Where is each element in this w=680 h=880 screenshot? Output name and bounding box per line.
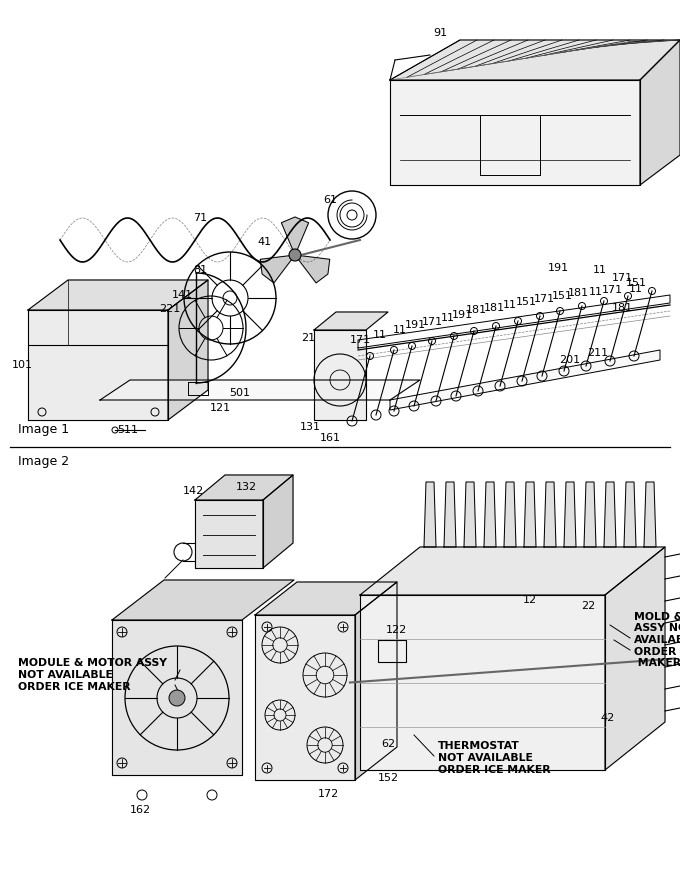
Text: 121: 121 xyxy=(209,403,231,413)
Polygon shape xyxy=(314,330,366,420)
Polygon shape xyxy=(390,350,660,410)
Text: 181: 181 xyxy=(611,303,632,313)
Text: 162: 162 xyxy=(129,805,150,815)
Text: 221: 221 xyxy=(159,304,181,314)
Polygon shape xyxy=(624,482,636,547)
Polygon shape xyxy=(524,482,536,547)
Text: 11: 11 xyxy=(629,284,643,294)
Text: 142: 142 xyxy=(182,486,203,496)
Text: MODULE & MOTOR ASSY
NOT AVAILABLE
ORDER ICE MAKER: MODULE & MOTOR ASSY NOT AVAILABLE ORDER … xyxy=(18,658,167,692)
Text: 171: 171 xyxy=(611,273,632,283)
Text: 171: 171 xyxy=(601,285,623,295)
Polygon shape xyxy=(263,475,293,568)
Text: 161: 161 xyxy=(320,433,341,443)
Polygon shape xyxy=(544,482,556,547)
Polygon shape xyxy=(100,380,420,400)
Polygon shape xyxy=(314,312,388,330)
Text: 91: 91 xyxy=(433,28,447,38)
Text: 11: 11 xyxy=(593,265,607,275)
Polygon shape xyxy=(28,280,208,310)
Text: 21: 21 xyxy=(301,333,315,343)
Polygon shape xyxy=(390,40,680,80)
Text: 81: 81 xyxy=(193,265,207,275)
Text: 501: 501 xyxy=(230,388,250,398)
Text: 172: 172 xyxy=(318,789,339,799)
Text: 11: 11 xyxy=(373,330,387,340)
Text: Image 2: Image 2 xyxy=(18,454,69,467)
Text: 171: 171 xyxy=(422,317,443,327)
Polygon shape xyxy=(640,40,680,185)
Polygon shape xyxy=(504,482,516,547)
Polygon shape xyxy=(112,620,242,775)
Text: 181: 181 xyxy=(483,303,505,313)
Text: 122: 122 xyxy=(386,625,407,635)
Polygon shape xyxy=(282,217,309,255)
Polygon shape xyxy=(584,482,596,547)
Text: 11: 11 xyxy=(393,325,407,335)
Polygon shape xyxy=(295,255,330,283)
Text: 11: 11 xyxy=(441,313,455,323)
Text: 42: 42 xyxy=(601,713,615,723)
Text: 41: 41 xyxy=(258,237,272,247)
Circle shape xyxy=(289,249,301,261)
Polygon shape xyxy=(355,582,397,780)
Text: 511: 511 xyxy=(118,425,139,435)
Text: 191: 191 xyxy=(452,310,473,320)
Text: 101: 101 xyxy=(12,360,33,370)
Text: MOLD & HEATER
ASSY NOT
AVAILABLE
ORDER ICE
 MAKER: MOLD & HEATER ASSY NOT AVAILABLE ORDER I… xyxy=(634,612,680,668)
Polygon shape xyxy=(358,295,670,348)
Text: 151: 151 xyxy=(551,291,573,301)
Text: 11: 11 xyxy=(589,287,603,297)
Polygon shape xyxy=(28,310,168,420)
Polygon shape xyxy=(444,482,456,547)
Text: 151: 151 xyxy=(626,278,647,288)
Polygon shape xyxy=(260,255,295,283)
Text: 61: 61 xyxy=(323,195,337,205)
Polygon shape xyxy=(255,582,397,615)
Text: 141: 141 xyxy=(171,290,192,300)
Text: Image 1: Image 1 xyxy=(18,422,69,436)
Text: 181: 181 xyxy=(567,288,589,298)
Polygon shape xyxy=(605,547,665,770)
Text: 132: 132 xyxy=(235,482,256,492)
Text: 71: 71 xyxy=(193,213,207,223)
Text: 12: 12 xyxy=(523,595,537,605)
Text: 62: 62 xyxy=(381,739,395,749)
Polygon shape xyxy=(195,500,263,568)
Polygon shape xyxy=(360,595,605,770)
Text: THERMOSTAT
NOT AVAILABLE
ORDER ICE MAKER: THERMOSTAT NOT AVAILABLE ORDER ICE MAKER xyxy=(438,741,551,774)
Polygon shape xyxy=(424,482,436,547)
Text: 171: 171 xyxy=(533,294,555,304)
Polygon shape xyxy=(604,482,616,547)
Text: 181: 181 xyxy=(465,305,487,315)
Circle shape xyxy=(169,690,185,706)
Polygon shape xyxy=(564,482,576,547)
Text: 152: 152 xyxy=(377,773,398,783)
Polygon shape xyxy=(195,475,293,500)
Text: 191: 191 xyxy=(405,320,426,330)
Polygon shape xyxy=(360,547,665,595)
Text: 171: 171 xyxy=(350,335,371,345)
Polygon shape xyxy=(464,482,476,547)
Text: 131: 131 xyxy=(299,422,320,432)
Text: 151: 151 xyxy=(515,297,537,307)
Text: 22: 22 xyxy=(581,601,595,611)
Text: 211: 211 xyxy=(588,348,609,358)
Polygon shape xyxy=(255,615,355,780)
Text: 191: 191 xyxy=(547,263,568,273)
Polygon shape xyxy=(644,482,656,547)
Polygon shape xyxy=(484,482,496,547)
Polygon shape xyxy=(112,580,294,620)
Polygon shape xyxy=(390,80,640,185)
Polygon shape xyxy=(168,280,208,420)
Text: 201: 201 xyxy=(560,355,581,365)
Text: 11: 11 xyxy=(503,300,517,310)
